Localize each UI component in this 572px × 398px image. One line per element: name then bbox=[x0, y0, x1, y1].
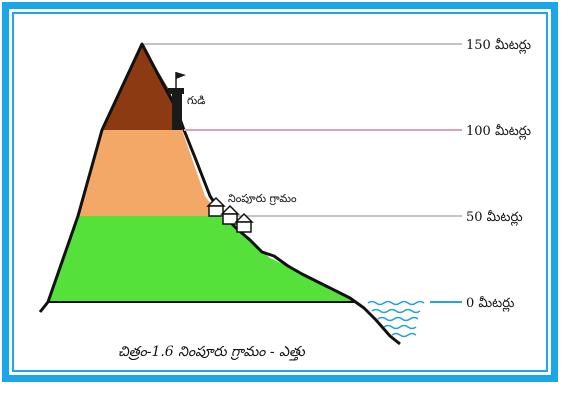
level-label-100: 100 మీటర్లు bbox=[466, 124, 531, 140]
band-150-100 bbox=[102, 44, 182, 130]
temple-icon bbox=[168, 72, 186, 130]
inner-border bbox=[12, 12, 548, 372]
village-houses-icon bbox=[206, 196, 254, 233]
level-label-150: 150 మీటర్లు bbox=[466, 38, 531, 54]
outer-border bbox=[2, 2, 558, 382]
temple-label: గుడి bbox=[187, 94, 205, 107]
level-label-0: 0 మీటర్లు bbox=[466, 296, 515, 312]
village-label: నింపూరు గ్రామం bbox=[228, 192, 297, 206]
band-50-0 bbox=[48, 216, 356, 302]
level-label-50: 50 మీటర్లు bbox=[466, 210, 523, 226]
band-100-50 bbox=[78, 130, 220, 216]
mountain-outline bbox=[38, 42, 401, 346]
figure-caption: చిత్రం-1.6 నింపూరు గ్రామం - ఎత్తు bbox=[118, 344, 306, 361]
water-waves bbox=[367, 300, 425, 338]
